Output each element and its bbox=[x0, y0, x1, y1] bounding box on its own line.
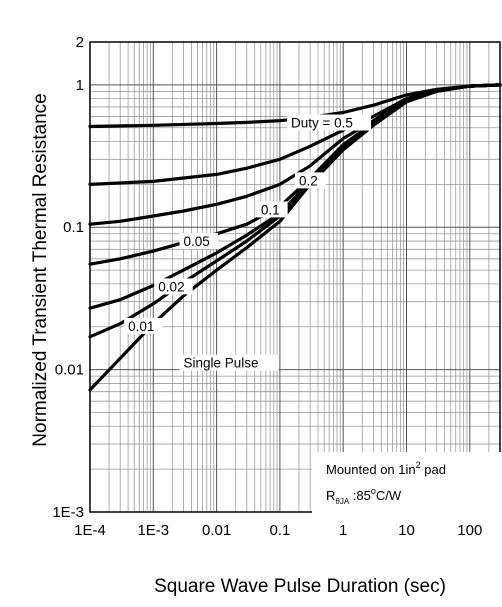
curve-label: 0.1 bbox=[261, 202, 280, 217]
curve-label-background bbox=[256, 201, 288, 218]
curve-label: Single Pulse bbox=[184, 356, 259, 371]
x-tick-label: 1E-4 bbox=[74, 522, 106, 539]
series-line-6 bbox=[88, 83, 502, 392]
curve-label: 0.05 bbox=[184, 234, 210, 249]
y-tick-label: 0.01 bbox=[55, 362, 84, 379]
x-tick-label: 100 bbox=[457, 522, 482, 539]
y-tick-label: 1E-3 bbox=[52, 504, 84, 521]
major-grid bbox=[89, 42, 500, 513]
curve-label-background bbox=[154, 278, 193, 295]
curve-label-background bbox=[179, 233, 218, 250]
annotation-line-2: RθJA :85oC/W bbox=[326, 486, 402, 506]
x-tick-label: 10 bbox=[398, 522, 415, 539]
y-tick-label: 0.1 bbox=[63, 219, 84, 236]
curve-label-background bbox=[294, 172, 326, 189]
y-axis-label: Normalized Transient Thermal Resistance bbox=[30, 93, 51, 446]
curves-group bbox=[88, 83, 502, 392]
annotation-background bbox=[312, 452, 502, 513]
x-tick-label: 0.01 bbox=[202, 522, 231, 539]
annotation-line-1: Mounted on 1in2 pad bbox=[326, 460, 446, 477]
x-axis-label: Square Wave Pulse Duration (sec) bbox=[154, 576, 446, 597]
curve-label: 0.02 bbox=[158, 279, 184, 294]
minor-grid bbox=[90, 41, 501, 512]
x-tick-label: 1 bbox=[339, 522, 347, 539]
curve-label-background bbox=[287, 114, 372, 131]
x-tick-label: 0.1 bbox=[269, 522, 290, 539]
annotation-box: Mounted on 1in2 pad RθJA :85oC/W bbox=[312, 452, 502, 513]
curve-label-background bbox=[124, 317, 163, 334]
x-tick-label: 1E-3 bbox=[137, 522, 169, 539]
curve-label: 0.2 bbox=[299, 173, 318, 188]
y-tick-label: 2 bbox=[76, 34, 84, 51]
plot-frame bbox=[89, 41, 501, 513]
series-line-1 bbox=[88, 83, 502, 186]
curve-label: Duty = 0.5 bbox=[291, 115, 353, 130]
curve-label: 0.01 bbox=[128, 319, 154, 334]
curve-labels-group: Duty = 0.5 0.2 0.1 0.05 0.02 0.01 Single Pulse bbox=[124, 114, 372, 371]
y-tick-label: 1 bbox=[76, 77, 84, 94]
curve-label-background bbox=[179, 354, 279, 371]
